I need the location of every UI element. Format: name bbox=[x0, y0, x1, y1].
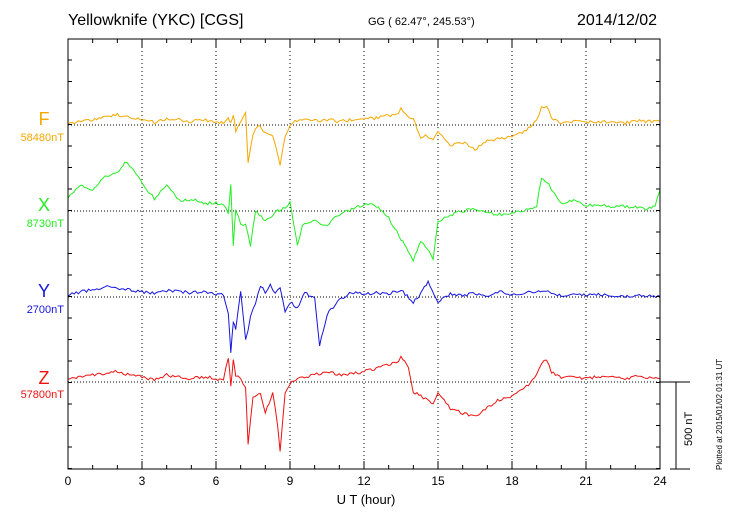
series-baseline-value-x: 8730nT bbox=[27, 218, 65, 230]
scale-bar-label: 500 nT bbox=[683, 411, 695, 446]
plotted-note: Plotted at 2015/01/02 01:31 UT bbox=[715, 358, 724, 470]
series-baseline-value-f: 58480nT bbox=[21, 132, 65, 144]
trace-x bbox=[67, 161, 661, 263]
trace-z bbox=[67, 355, 661, 452]
series-traces bbox=[67, 105, 661, 452]
trace-y bbox=[67, 279, 661, 353]
series-letter-f: F bbox=[39, 109, 50, 129]
grid-lines bbox=[141, 39, 587, 469]
x-tick-label: 21 bbox=[579, 474, 593, 488]
x-tick-label: 9 bbox=[287, 474, 294, 488]
series-baseline-value-y: 2700nT bbox=[27, 304, 65, 316]
observation-date: 2014/12/02 bbox=[577, 12, 658, 29]
series-baseline-value-z: 57800nT bbox=[21, 389, 65, 401]
x-tick-label: 18 bbox=[505, 474, 519, 488]
x-tick-label: 24 bbox=[653, 474, 667, 488]
series-letter-y: Y bbox=[38, 281, 50, 301]
x-tick-label: 0 bbox=[65, 474, 72, 488]
x-tick-label: 6 bbox=[213, 474, 220, 488]
station-title: Yellowknife (YKC) [CGS] bbox=[68, 12, 244, 29]
x-tick-label: 12 bbox=[357, 474, 371, 488]
scale-bar: 500 nT bbox=[660, 381, 695, 470]
x-axis-ticks: 0 3 6 9 12 15 18 21 24 bbox=[65, 39, 667, 488]
series-letter-z: Z bbox=[39, 368, 50, 388]
series-letter-x: X bbox=[38, 195, 50, 215]
x-axis-label: U T (hour) bbox=[337, 492, 396, 507]
trace-f bbox=[67, 105, 661, 166]
geographic-coordinates: GG ( 62.47°, 245.53°) bbox=[368, 16, 475, 28]
x-tick-label: 15 bbox=[431, 474, 445, 488]
x-tick-label: 3 bbox=[139, 474, 146, 488]
